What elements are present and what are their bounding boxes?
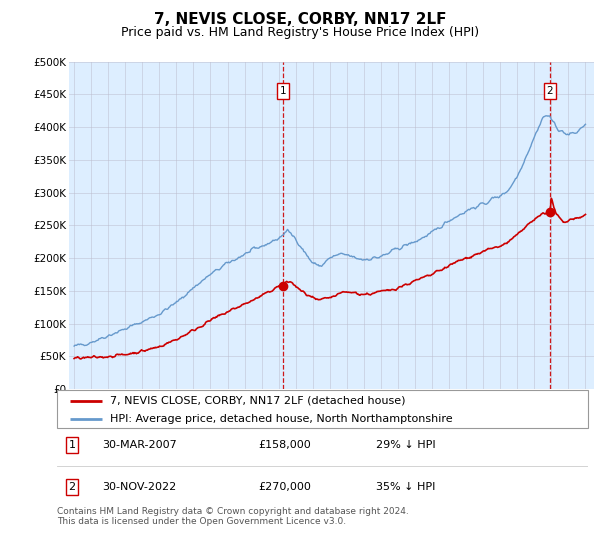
Text: 2: 2	[547, 86, 553, 96]
Text: 7, NEVIS CLOSE, CORBY, NN17 2LF: 7, NEVIS CLOSE, CORBY, NN17 2LF	[154, 12, 446, 27]
Text: 30-MAR-2007: 30-MAR-2007	[102, 440, 177, 450]
Text: 29% ↓ HPI: 29% ↓ HPI	[376, 440, 435, 450]
Text: £270,000: £270,000	[259, 482, 311, 492]
Text: HPI: Average price, detached house, North Northamptonshire: HPI: Average price, detached house, Nort…	[110, 414, 453, 424]
Text: 30-NOV-2022: 30-NOV-2022	[102, 482, 176, 492]
Text: 7, NEVIS CLOSE, CORBY, NN17 2LF (detached house): 7, NEVIS CLOSE, CORBY, NN17 2LF (detache…	[110, 395, 406, 405]
Text: 35% ↓ HPI: 35% ↓ HPI	[376, 482, 435, 492]
Text: 2: 2	[68, 482, 76, 492]
Text: £158,000: £158,000	[259, 440, 311, 450]
Text: Price paid vs. HM Land Registry's House Price Index (HPI): Price paid vs. HM Land Registry's House …	[121, 26, 479, 39]
Text: Contains HM Land Registry data © Crown copyright and database right 2024.
This d: Contains HM Land Registry data © Crown c…	[57, 507, 409, 526]
Text: 1: 1	[68, 440, 76, 450]
FancyBboxPatch shape	[57, 390, 588, 428]
Text: 1: 1	[280, 86, 286, 96]
